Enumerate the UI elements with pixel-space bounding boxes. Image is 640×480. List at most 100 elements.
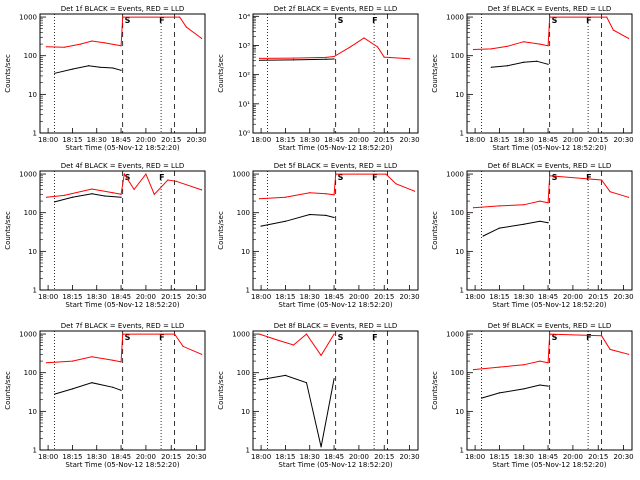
lld-data-point (628, 37, 630, 39)
lld-data-point (325, 193, 327, 195)
x-tick-label: 20:30 (186, 293, 206, 301)
x-tick-label: 18:00 (251, 293, 271, 301)
y-axis-label: Counts/sec (217, 371, 225, 410)
lld-data-point (363, 37, 365, 39)
y-tick-label: 10 (455, 248, 464, 256)
events-data-point (112, 67, 114, 69)
y-tick-label: 10¹ (238, 100, 250, 108)
x-tick-label: 18:00 (465, 136, 485, 144)
y-tick-label: 100 (24, 52, 37, 60)
events-data-point (120, 69, 122, 71)
x-tick-label: 18:00 (38, 293, 58, 301)
y-tick-label: 1000 (19, 331, 37, 339)
x-tick-label: 20:30 (186, 136, 206, 144)
y-tick-label: 10 (241, 248, 250, 256)
x-tick-label: 18:00 (38, 453, 58, 461)
x-tick-label: 18:15 (489, 136, 509, 144)
x-tick-label: 20:15 (161, 453, 181, 461)
events-data-point (523, 223, 525, 225)
flag-s: S (338, 333, 344, 342)
lld-data-point (325, 56, 327, 59)
x-tick-label: 18:30 (300, 453, 320, 461)
lld-data-point (472, 207, 475, 209)
lld-data-point (547, 45, 549, 47)
events-data-point (333, 58, 335, 60)
x-tick-label: 20:30 (613, 293, 633, 301)
events-data-point (258, 59, 261, 61)
lld-data-point (539, 43, 541, 45)
x-tick-label: 20:00 (563, 293, 583, 301)
lld-data-point (175, 180, 177, 182)
y-tick-label: 100 (451, 209, 464, 217)
events-data-point (523, 388, 525, 390)
lld-data-point (539, 360, 541, 362)
chart-panel: Det 3f BLACK = Events, RED = LLD Counts/s… (431, 5, 634, 152)
events-data-point (112, 386, 114, 388)
events-series-line (259, 374, 335, 448)
x-tick-label: 18:15 (275, 136, 295, 144)
lld-series-line (259, 37, 410, 60)
x-tick-label: 18:15 (275, 293, 295, 301)
flag-f: F (586, 173, 591, 182)
lld-data-point (91, 40, 93, 42)
x-tick-label: 18:45 (324, 453, 344, 461)
x-tick-label: 20:30 (613, 136, 633, 144)
events-data-point (305, 382, 308, 384)
chart-title: Det 3f BLACK = Events, RED = LLD (488, 5, 611, 13)
lld-data-point (145, 173, 147, 175)
events-data-point (333, 216, 335, 219)
lld-data-point (104, 42, 106, 44)
events-data-point (88, 65, 90, 67)
events-data-point (54, 201, 56, 203)
y-tick-label: 10⁰ (238, 130, 250, 138)
x-tick-label: 18:30 (514, 293, 534, 301)
lld-data-point (292, 344, 295, 346)
lld-data-point (91, 356, 93, 358)
events-data-point (481, 397, 483, 399)
x-tick-label: 18:15 (62, 136, 82, 144)
x-tick-label: 18:15 (62, 453, 82, 461)
lld-data-point (258, 57, 261, 60)
chart-title: Det 5f BLACK = Events, RED = LLD (274, 162, 397, 170)
chart-title: Det 2f BLACK = Events, RED = LLD (274, 5, 397, 13)
lld-data-point (523, 364, 525, 366)
y-tick-label: 100 (237, 369, 250, 377)
events-data-point (498, 227, 500, 229)
y-tick-label: 100 (237, 209, 250, 217)
flag-f: F (159, 173, 164, 182)
lld-data-point (79, 43, 82, 45)
y-tick-label: 10 (28, 408, 37, 416)
flag-f: F (586, 333, 591, 342)
flag-f: F (159, 16, 164, 25)
y-axis-label: Counts/sec (4, 371, 12, 410)
lld-series-line (46, 172, 202, 198)
flag-f: F (372, 333, 377, 342)
lld-data-point (63, 46, 65, 48)
x-tick-label: 20:30 (399, 453, 419, 461)
y-tick-label: 1 (33, 287, 37, 295)
chart-title: Det 8f BLACK = Events, RED = LLD (274, 322, 397, 330)
y-tick-label: 1 (246, 287, 250, 295)
lld-data-point (258, 198, 261, 200)
y-tick-label: 1 (460, 130, 464, 138)
events-data-point (120, 196, 122, 198)
lld-data-point (71, 360, 73, 362)
y-axis-label: Counts/sec (431, 371, 439, 410)
y-tick-label: 1000 (446, 171, 464, 179)
x-tick-label: 18:00 (465, 293, 485, 301)
lld-data-point (606, 16, 608, 18)
y-tick-label: 1000 (232, 171, 250, 179)
events-data-point (71, 196, 73, 198)
lld-data-point (201, 37, 203, 39)
x-tick-label: 18:45 (538, 453, 558, 461)
events-data-point (54, 393, 56, 395)
x-tick-label: 18:15 (275, 453, 295, 461)
x-tick-label: 18:30 (87, 136, 107, 144)
lld-data-point (335, 173, 337, 175)
x-tick-label: 18:30 (300, 293, 320, 301)
y-axis-label: Counts/sec (431, 211, 439, 250)
x-axis-label: Start Time (05-Nov-12 18:52:20) (278, 461, 392, 469)
x-tick-label: 20:15 (161, 293, 181, 301)
chart-panel: Det 6f BLACK = Events, RED = LLD Counts/s… (431, 162, 634, 309)
